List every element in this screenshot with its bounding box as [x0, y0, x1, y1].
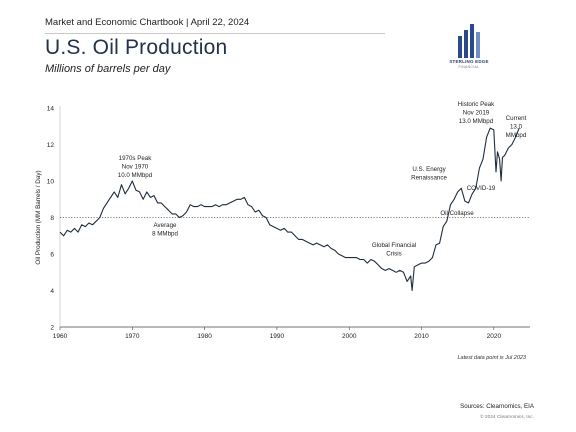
sterling-edge-logo-icon [458, 24, 480, 58]
annotation-text: Historic Peak [458, 101, 495, 108]
annotation-text: Nov 2019 [463, 110, 490, 117]
annotation-text: Renaissance [411, 175, 447, 182]
latest-data-note: Latest data point is Jul 2023 [457, 355, 527, 361]
logo-name: STERLING EDGE [449, 59, 489, 64]
annotation-text: MMbpd [506, 132, 527, 139]
production-series-line [59, 127, 520, 292]
x-tick-label: 2010 [414, 333, 429, 340]
annotation-text: Average [154, 222, 177, 229]
annotation-text: Current [506, 115, 527, 122]
y-tick-label: 8 [50, 215, 54, 222]
x-tick-label: 1990 [270, 333, 285, 340]
annotation-text: 1970s Peak [119, 155, 153, 162]
annotation-text: 13.0 [510, 124, 523, 131]
logo-subtitle: FINANCIAL [458, 65, 480, 69]
y-tick-label: 6 [50, 252, 54, 259]
x-tick-label: 2020 [487, 333, 502, 340]
annotation-text: 10.0 MMbpd [118, 172, 153, 179]
y-tick-label: 10 [47, 179, 55, 186]
annotation-text: COVID-19 [467, 185, 496, 192]
annotation-text: Crisis [386, 251, 401, 258]
y-tick-label: 12 [47, 142, 55, 149]
chartbook-header: Market and Economic Chartbook | April 22… [45, 17, 250, 28]
page-subtitle: Millions of barrels per day [45, 63, 171, 75]
annotation-text: 13.0 MMbpd [459, 118, 494, 125]
annotation-text: Oil Collapse [440, 210, 474, 217]
annotation-text: Nov 1970 [122, 164, 149, 171]
x-tick-label: 1980 [197, 333, 212, 340]
y-axis-label: Oil Production (MM Barrels / Day) [35, 170, 42, 264]
y-tick-label: 2 [50, 325, 54, 332]
annotation-text: Global Financial [372, 242, 416, 249]
annotation-text: U.S. Energy [412, 166, 446, 173]
page-title: U.S. Oil Production [45, 36, 228, 59]
x-tick-label: 2000 [342, 333, 357, 340]
annotation-text: 8 MMbpd [152, 231, 178, 238]
y-tick-label: 14 [47, 106, 55, 113]
x-tick-label: 1960 [53, 333, 68, 340]
y-tick-label: 4 [50, 288, 54, 295]
x-tick-label: 1970 [125, 333, 140, 340]
sources-note: Sources: Clearnomics, EIA [460, 403, 534, 410]
header-divider [45, 33, 385, 34]
copyright-note: © 2024 Clearnomics, Inc. [480, 415, 534, 420]
